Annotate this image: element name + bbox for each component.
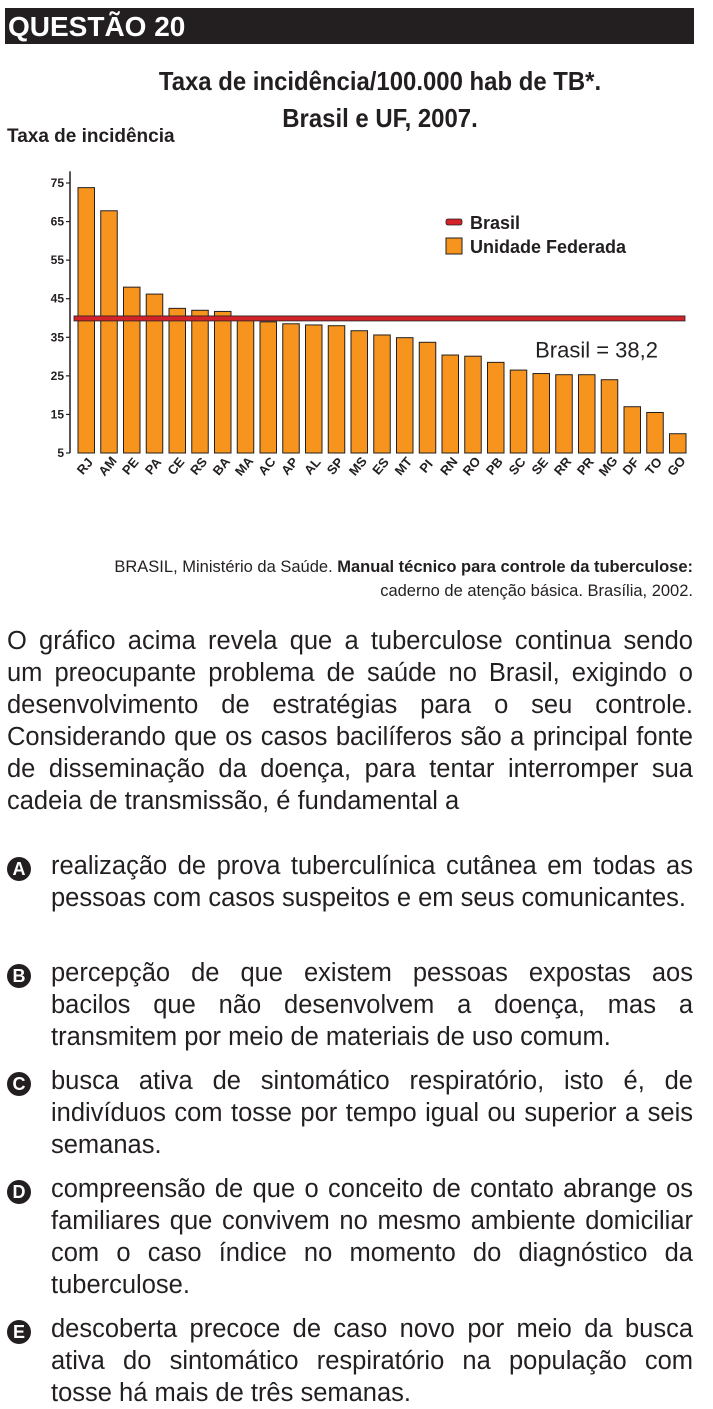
source-citation: BRASIL, Ministério da Saúde. Manual técn…: [114, 555, 693, 603]
x-tick-label: PB: [483, 454, 506, 477]
legend-uf-label: Unidade Federada: [470, 237, 627, 257]
bar-ce: [168, 307, 186, 454]
x-tick-label: RR: [551, 454, 575, 478]
y-tick-label: 25: [51, 369, 65, 383]
y-tick-label: 65: [51, 215, 65, 229]
x-tick-label: RJ: [74, 455, 96, 477]
option-letter-a: A: [7, 857, 31, 881]
x-tick-label: DF: [619, 455, 642, 478]
question-header: QUESTÃO 20: [5, 8, 694, 44]
x-tick-label: BA: [210, 454, 234, 478]
bar-sc: [509, 369, 528, 454]
bar-al: [305, 324, 323, 454]
brasil-reference-label: Brasil = 38,2: [535, 338, 658, 363]
bar-ms: [350, 330, 368, 454]
bar-ac: [259, 321, 277, 454]
x-tick-label: RS: [187, 454, 210, 478]
bar-am: [100, 210, 118, 454]
y-tick-label: 75: [51, 176, 65, 190]
option-text-d: compreensão de que o conceito de contato…: [51, 1175, 693, 1299]
chart-title: Taxa de incidência/100.000 hab de TB*.: [158, 66, 602, 96]
x-tick-label: RN: [437, 454, 461, 478]
y-tick-label: 35: [51, 330, 65, 344]
bar-to: [646, 412, 664, 454]
x-tick-label: SP: [324, 454, 347, 477]
option-letter-c: C: [7, 1072, 31, 1096]
bar-rn: [441, 354, 459, 454]
bar-go: [669, 433, 687, 454]
legend-brasil-label: Brasil: [470, 213, 520, 233]
option-letter-e: E: [7, 1320, 31, 1344]
x-tick-label: AC: [255, 454, 279, 478]
bar-ba: [214, 310, 232, 454]
x-tick-label: PR: [574, 454, 597, 478]
x-tick-label: PE: [119, 454, 142, 477]
x-tick-label: PI: [416, 457, 435, 476]
bar-pa: [145, 293, 164, 454]
option-letter-d: D: [7, 1180, 31, 1204]
question-stem: O gráfico acima revela que a tuberculose…: [7, 627, 693, 815]
option-letter-b: B: [7, 964, 31, 988]
option-text-b: percepção de que existem pessoas exposta…: [51, 959, 693, 1051]
x-tick-label: AL: [301, 455, 324, 478]
x-tick-label: AM: [95, 454, 119, 479]
y-tick-label: 55: [51, 253, 65, 267]
bar-rs: [191, 309, 209, 454]
x-tick-label: MG: [596, 453, 621, 479]
bar-df: [623, 406, 641, 454]
bar-rr: [555, 374, 573, 454]
x-tick-label: SC: [506, 454, 529, 478]
x-tick-label: PA: [142, 454, 165, 477]
x-tick-label: ES: [369, 454, 392, 477]
y-tick-label: 15: [51, 407, 65, 421]
y-axis-label: Taxa de incidência: [7, 126, 175, 147]
x-tick-label: AP: [278, 454, 301, 478]
source-prefix: BRASIL, Ministério da Saúde.: [114, 558, 338, 576]
bar-sp: [327, 325, 346, 454]
x-tick-label: GO: [664, 454, 688, 479]
bar-pe: [123, 286, 141, 454]
x-tick-label: TO: [642, 454, 665, 477]
x-tick-label: MA: [232, 453, 257, 479]
option-text-c: busca ativa de sintomático respiratório,…: [51, 1067, 693, 1159]
option-text-a: realização de prova tuberculínica cutâne…: [51, 852, 693, 912]
bar-pi: [418, 341, 437, 454]
chart-subtitle: Brasil e UF, 2007.: [282, 103, 478, 133]
bar-se: [532, 373, 550, 454]
source-line2: caderno de atenção básica. Brasília, 200…: [380, 582, 693, 600]
bar-pr: [578, 374, 596, 454]
x-tick-label: MS: [346, 454, 370, 479]
x-tick-label: RO: [460, 454, 484, 479]
y-tick-label: 45: [51, 292, 65, 306]
brasil-reference-line: [73, 315, 686, 322]
bar-ro: [464, 355, 482, 454]
x-tick-label: SE: [528, 454, 551, 477]
x-tick-label: CE: [164, 454, 187, 478]
y-tick-label: 5: [57, 446, 64, 460]
x-tick-label: MT: [392, 454, 416, 478]
bar-ap: [282, 323, 300, 454]
legend-brasil-swatch: [445, 218, 463, 226]
bar-es: [373, 334, 391, 454]
bar-ma: [236, 316, 255, 454]
legend-uf-swatch: [445, 237, 463, 255]
bar-mg: [600, 379, 619, 454]
option-text-e: descoberta precoce de caso novo por meio…: [51, 1315, 693, 1407]
source-title: Manual técnico para controle da tubercul…: [337, 558, 693, 576]
bar-pb: [487, 361, 505, 454]
bar-mt: [396, 337, 414, 454]
